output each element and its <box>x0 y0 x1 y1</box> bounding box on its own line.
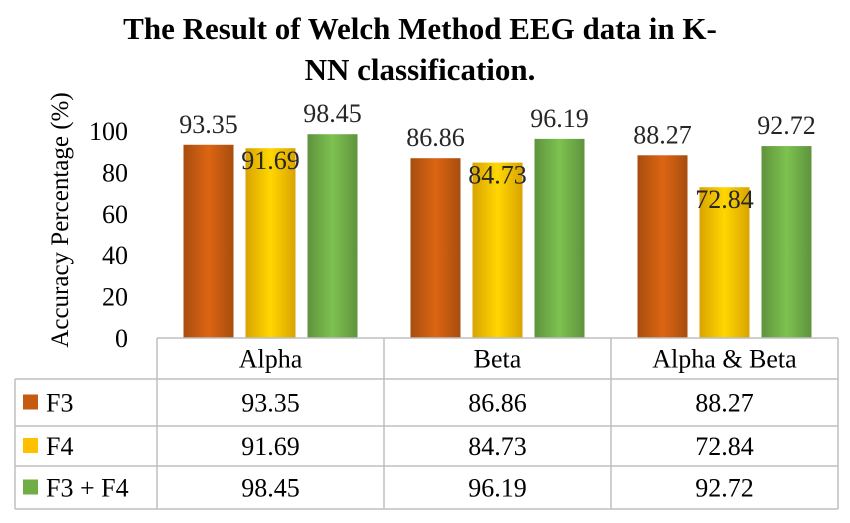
table-cell: 91.69 <box>241 432 300 461</box>
y-tick-label: 20 <box>102 283 128 312</box>
data-label: 92.72 <box>757 111 816 140</box>
data-label: 98.45 <box>303 99 362 128</box>
bar-f3f4-2 <box>761 146 812 338</box>
legend-swatch <box>23 479 38 495</box>
bar-f4-1 <box>472 162 523 338</box>
data-label: 72.84 <box>695 185 754 214</box>
table-cell: 84.73 <box>468 432 527 461</box>
bar-f3f4-1 <box>534 138 585 338</box>
data-label: 93.35 <box>179 110 238 139</box>
y-axis-label: Accuracy Percentage (%) <box>47 92 74 347</box>
table-cell: 96.19 <box>468 474 527 503</box>
legend-swatch <box>23 394 38 410</box>
data-label: 86.86 <box>406 123 465 152</box>
y-tick-label: 100 <box>89 117 128 146</box>
bar-f3-0 <box>183 144 234 338</box>
y-tick-label: 60 <box>102 200 128 229</box>
bar-f4-2 <box>699 187 750 338</box>
legend-swatch <box>23 438 38 453</box>
category-label: Beta <box>474 345 522 374</box>
chart-title-line-1: The Result of Welch Method EEG data in K… <box>123 11 717 46</box>
bar-f3-2 <box>637 155 688 338</box>
category-label: Alpha <box>239 345 303 374</box>
data-label: 88.27 <box>633 120 692 149</box>
data-label: 96.19 <box>530 104 589 133</box>
data-label: 84.73 <box>468 161 527 190</box>
bar-f4-0 <box>245 148 296 338</box>
y-tick-label: 80 <box>102 158 128 187</box>
chart-title: The Result of Welch Method EEG data in K… <box>60 8 780 90</box>
table-cell: 88.27 <box>695 389 754 418</box>
y-tick-label: 0 <box>115 324 128 353</box>
data-label: 91.69 <box>241 146 300 175</box>
table-cell: 92.72 <box>695 474 754 503</box>
legend-label: F3 <box>46 389 73 418</box>
table-cell: 86.86 <box>468 389 527 418</box>
bar-f3-1 <box>410 158 461 338</box>
y-tick-label: 40 <box>102 241 128 270</box>
category-label: Alpha & Beta <box>652 345 797 374</box>
legend-label: F4 <box>46 432 73 461</box>
chart-title-line-2: NN classification. <box>304 52 536 87</box>
table-cell: 72.84 <box>695 432 754 461</box>
table-cell: 98.45 <box>241 474 300 503</box>
table-cell: 93.35 <box>241 389 300 418</box>
bar-f3f4-0 <box>307 134 358 338</box>
legend-label: F3 + F4 <box>46 474 129 503</box>
